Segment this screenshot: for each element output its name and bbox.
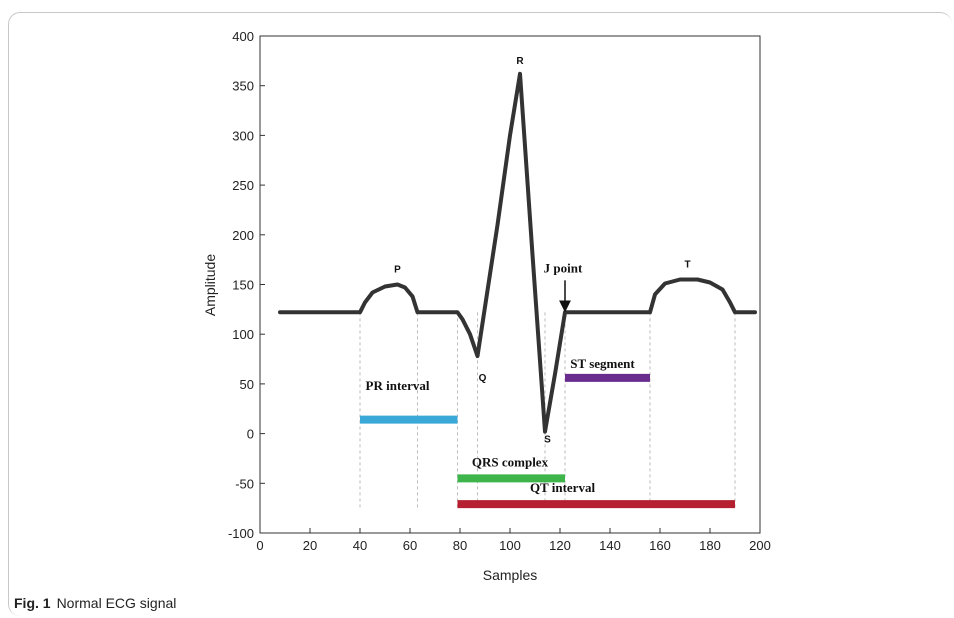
wave-label: T (684, 260, 690, 271)
x-tick-label: 140 (599, 538, 621, 553)
x-axis-title: Samples (483, 567, 537, 583)
y-tick-label: -100 (228, 526, 254, 541)
x-tick-label: 200 (749, 538, 771, 553)
wave-label: R (516, 56, 524, 67)
y-tick-label: 400 (232, 29, 254, 44)
wave-label: Q (479, 373, 487, 384)
caption-label: Fig. 1 (14, 595, 51, 611)
ecg-chart: PR interval ST segment QRS complex QT inter… (202, 29, 771, 583)
interval-label: QT interval (530, 480, 596, 495)
y-tick-label: 300 (232, 128, 254, 143)
y-tick-label: 250 (232, 178, 254, 193)
x-tick-label: 160 (649, 538, 671, 553)
figure-frame (8, 12, 952, 616)
y-tick-label: 350 (232, 79, 254, 94)
x-tick-label: 180 (699, 538, 721, 553)
y-axis-title: Amplitude (202, 254, 218, 316)
y-tick-label: 200 (232, 228, 254, 243)
j-point-label: J point (544, 260, 583, 275)
x-tick-label: 20 (303, 538, 317, 553)
interval-label: PR interval (366, 378, 430, 393)
x-tick-label: 120 (549, 538, 571, 553)
ecg-series-line (278, 71, 757, 434)
y-tick-label: 150 (232, 278, 254, 293)
y-tick-label: 100 (232, 327, 254, 342)
y-tick-label: 50 (240, 377, 254, 392)
y-tick-label: 0 (247, 427, 254, 442)
figure-caption: Fig. 1 Normal ECG signal (14, 595, 176, 611)
caption-text: Normal ECG signal (56, 595, 177, 611)
interval-label: ST segment (570, 356, 635, 371)
y-tick-label: -50 (235, 476, 254, 491)
x-tick-label: 0 (256, 538, 263, 553)
wave-label: P (394, 265, 401, 276)
x-tick-label: 40 (353, 538, 367, 553)
interval-label: QRS complex (472, 454, 549, 469)
x-tick-label: 60 (403, 538, 417, 553)
wave-label: S (544, 435, 551, 446)
x-tick-label: 100 (499, 538, 521, 553)
x-tick-label: 80 (453, 538, 467, 553)
